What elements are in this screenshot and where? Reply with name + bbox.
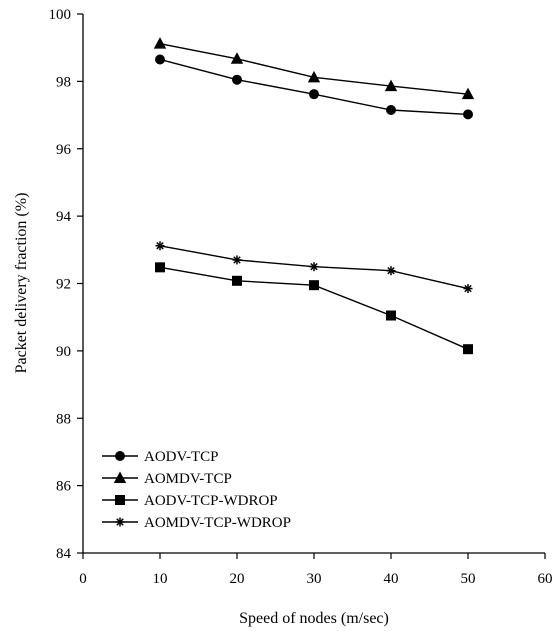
y-tick-label: 88 (56, 411, 71, 427)
data-point-aomdv-tcp-wdrop (463, 284, 473, 294)
legend-marker-aomdv-tcp (113, 471, 127, 483)
data-point-aomdv-tcp (384, 79, 398, 92)
asterisk-stroke (464, 284, 472, 293)
y-tick-label: 86 (56, 479, 72, 495)
series-aomdv-tcp (153, 37, 475, 100)
data-point-aomdv-tcp-wdrop (386, 266, 396, 276)
data-point-aodv-tcp-wdrop (463, 344, 473, 355)
x-axis-title: Speed of nodes (m/sec) (239, 610, 389, 627)
legend-item-aodv-tcp-wdrop: AODV-TCP-WDROP (102, 493, 278, 509)
data-point-aodv-tcp (386, 105, 396, 116)
asterisk-stroke (233, 256, 241, 264)
legend-item-aomdv-tcp-wdrop: AOMDV-TCP-WDROP (102, 515, 291, 531)
data-point-aomdv-tcp-wdrop (232, 255, 242, 265)
y-tick-label: 96 (56, 142, 72, 158)
x-tick-label: 50 (461, 571, 476, 587)
legend-label: AODV-TCP (144, 449, 218, 465)
x-tick-label: 60 (538, 571, 553, 587)
series-aomdv-tcp-wdrop (155, 241, 473, 294)
data-point-aomdv-tcp (230, 52, 244, 64)
data-point-aodv-tcp-wdrop (155, 262, 165, 273)
data-point-aodv-tcp-wdrop (232, 275, 242, 286)
x-tick-label: 40 (384, 571, 399, 587)
data-point-aodv-tcp (309, 89, 319, 100)
y-tick-label: 98 (56, 74, 71, 90)
ticks: 0 10 20 30 40 50 60 84 86 88 90 92 94 96 98 100 (49, 7, 553, 587)
series-line-aodv-tcp (159, 58, 469, 116)
y-tick-label: 94 (56, 209, 72, 225)
data-point-aomdv-tcp (153, 37, 167, 49)
series-group (153, 37, 475, 355)
legend-label: AODV-TCP-WDROP (144, 493, 278, 509)
data-point-aodv-tcp-wdrop (309, 280, 319, 291)
data-point-aodv-tcp (155, 54, 165, 65)
data-point-aodv-tcp (463, 109, 473, 120)
asterisk-stroke (310, 262, 318, 271)
data-point-aomdv-tcp (307, 70, 321, 83)
legend-item-aodv-tcp: AODV-TCP (102, 449, 218, 465)
y-tick-label: 100 (49, 7, 72, 23)
x-tick-label: 20 (230, 571, 245, 587)
x-tick-label: 10 (153, 571, 168, 587)
legend-marker-aodv-tcp-wdrop (115, 495, 125, 505)
y-tick-label: 84 (56, 546, 72, 562)
series-aodv-tcp (155, 54, 473, 120)
y-tick-label: 90 (56, 344, 71, 360)
series-line-aomdv-tcp (159, 42, 469, 95)
legend: AODV-TCP AOMDV-TCP AODV-TCP-WDROP AOMDV-TCP… (102, 449, 291, 531)
series-aodv-tcp-wdrop (155, 262, 473, 355)
legend-label: AOMDV-TCP (144, 471, 232, 487)
x-tick-label: 30 (307, 571, 322, 587)
series-line-aodv-tcp-wdrop (159, 266, 469, 350)
y-axis-title: Packet delivery fraction (%) (13, 193, 30, 374)
asterisk-stroke (156, 242, 164, 250)
data-point-aomdv-tcp-wdrop (309, 262, 319, 272)
legend-marker-aodv-tcp (115, 451, 125, 461)
asterisk-stroke (387, 266, 395, 275)
legend-label: AOMDV-TCP-WDROP (144, 515, 291, 531)
y-tick-label: 92 (56, 277, 71, 293)
data-point-aodv-tcp (232, 74, 242, 85)
legend-marker-aomdv-tcp-wdrop (115, 517, 125, 527)
data-point-aomdv-tcp-wdrop (155, 241, 165, 251)
data-point-aomdv-tcp (461, 87, 475, 100)
asterisk-stroke (116, 518, 124, 526)
data-point-aodv-tcp-wdrop (386, 310, 396, 321)
x-tick-label: 0 (79, 571, 87, 587)
legend-item-aomdv-tcp: AOMDV-TCP (102, 471, 232, 487)
